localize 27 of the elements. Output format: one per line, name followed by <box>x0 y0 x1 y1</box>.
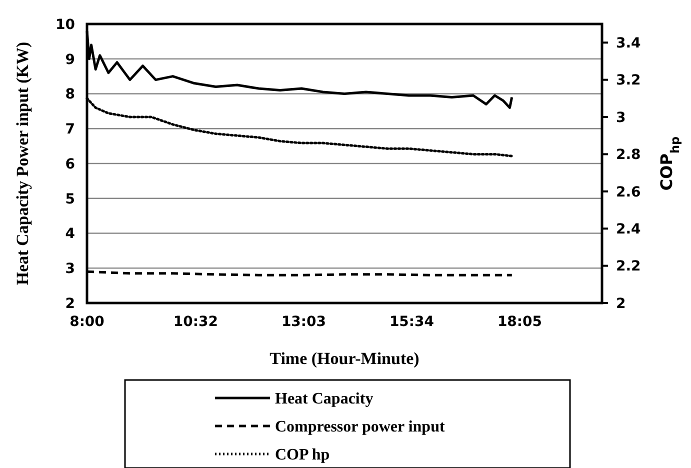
y-axis-title: Heat Capacity Power input (KW) <box>13 42 32 286</box>
y-tick-label: 3 <box>65 261 75 278</box>
legend-label: Compressor power input <box>275 418 446 436</box>
y2-tick-label: 2.2 <box>616 258 641 275</box>
x-axis-title: Time (Hour-Minute) <box>270 349 420 368</box>
y2-tick-label: 3.4 <box>616 36 642 52</box>
y2-tick-label: 2.8 <box>616 147 641 164</box>
x-tick-label: 18:05 <box>497 314 542 330</box>
legend-label: Heat Capacity <box>275 390 374 408</box>
y2-tick-label: 2.6 <box>616 184 641 200</box>
y2-tick-label: 2 <box>616 296 626 312</box>
y-tick-label: 2 <box>65 296 75 312</box>
y2-tick-label: 3.2 <box>616 72 641 89</box>
y-tick-label: 5 <box>65 191 75 208</box>
y-tick-label: 7 <box>65 122 75 138</box>
x-tick-label: 13:03 <box>281 314 326 330</box>
x-tick-label: 8:00 <box>70 314 105 330</box>
y-tick-label: 4 <box>65 226 76 242</box>
y-tick-label: 8 <box>65 86 75 103</box>
y-tick-label: 10 <box>56 16 76 33</box>
x-tick-label: 10:32 <box>173 314 218 330</box>
y-tick-label: 9 <box>65 52 75 68</box>
y-tick-label: 6 <box>65 156 75 172</box>
y2-tick-label: 2.4 <box>616 222 642 238</box>
y2-tick-label: 3 <box>616 110 626 126</box>
legend-label: COP hp <box>275 446 330 464</box>
x-tick-label: 15:34 <box>389 314 434 330</box>
